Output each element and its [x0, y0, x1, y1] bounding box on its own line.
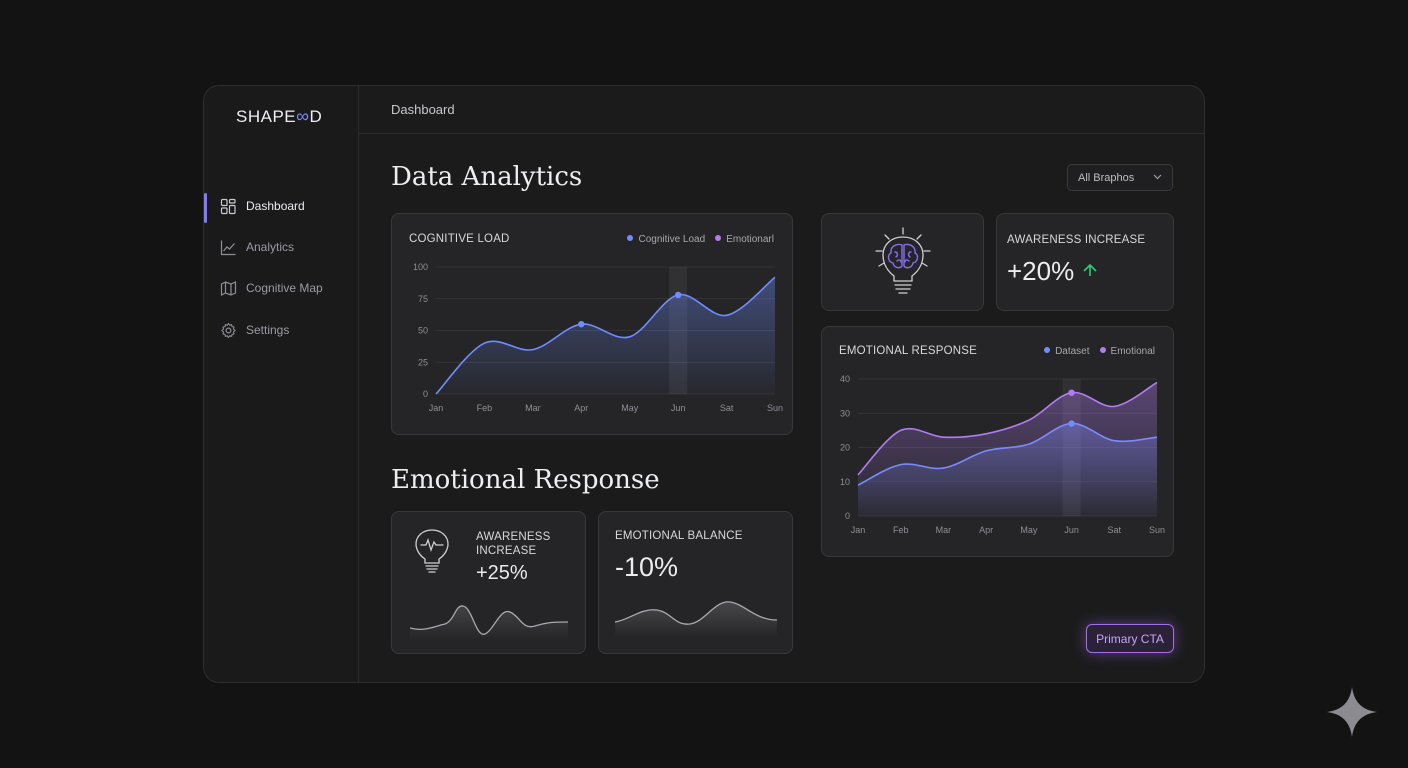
y-tick-label: 20: [840, 443, 850, 453]
x-tick-label: Jun: [1064, 525, 1079, 535]
x-tick-label: Jan: [429, 403, 444, 413]
lightbulb-pulse-icon: [415, 529, 449, 573]
y-tick-label: 0: [423, 389, 428, 399]
awareness-increase-card: AWARENESS INCREASE +20%: [996, 213, 1174, 311]
x-tick-label: Mar: [936, 525, 952, 535]
emotional-balance-value: -10%: [615, 552, 679, 582]
series-line: [857, 381, 1158, 476]
awareness-mini-card: AWARENESS INCREASE +25%: [391, 511, 586, 654]
sidebar: SHAPE∞D Dashboard Analytics: [204, 86, 359, 682]
data-point: [674, 291, 682, 299]
x-tick-label: Apr: [979, 525, 993, 535]
series-area: [436, 277, 775, 394]
cognitive-load-card: COGNITIVE LOAD Cognitive Load Emotionarl…: [391, 213, 793, 435]
y-tick-label: 75: [418, 294, 428, 304]
legend-item: Emotional: [1099, 346, 1155, 357]
legend-item: Cognitive Load: [627, 234, 705, 245]
logo-symbol: ∞: [296, 106, 310, 126]
emotional-response-card: EMOTIONAL RESPONSE Dataset Emotional 0 10…: [821, 326, 1174, 557]
section-title: Emotional Response: [391, 465, 660, 495]
legend-label: Emotionarl: [726, 234, 774, 245]
x-tick-label: Mar: [525, 403, 541, 413]
graph-filter-select[interactable]: All Braphos: [1067, 164, 1173, 191]
legend-item: Dataset: [1044, 346, 1090, 357]
x-tick-label: Apr: [574, 403, 588, 413]
dashboard-icon: [220, 198, 236, 215]
y-tick-label: 40: [840, 374, 850, 384]
sidebar-item-label: Analytics: [246, 240, 295, 254]
card-title: AWARENESS INCREASE: [1007, 234, 1146, 246]
gear-icon: [221, 322, 236, 339]
cognitive-load-chart: 0 25 50 75 100 Jan Feb Mar Apr May Jun Sat Sun: [413, 262, 783, 413]
y-tick-label: 30: [840, 408, 850, 418]
sidebar-item-dashboard[interactable]: Dashboard: [204, 190, 358, 223]
chart-legend: Dataset Emotional: [1044, 346, 1155, 357]
x-tick-label: Feb: [477, 403, 493, 413]
top-bar: Dashboard: [359, 86, 1204, 134]
active-indicator: [204, 193, 207, 223]
chart-legend: Cognitive Load Emotionarl: [627, 234, 774, 245]
card-title: EMOTIONAL RESPONSE: [839, 345, 978, 357]
awareness-sparkline: [410, 605, 569, 640]
brain-lightbulb-icon: [875, 227, 931, 294]
awareness-value: +20%: [1007, 256, 1075, 286]
x-tick-label: May: [621, 403, 639, 413]
chevron-down-icon: [1153, 174, 1162, 180]
x-tick-label: Feb: [893, 525, 909, 535]
x-tick-label: Jun: [671, 403, 686, 413]
trend-up-icon: [1083, 263, 1097, 276]
data-point: [578, 320, 585, 328]
y-tick-label: 100: [413, 262, 428, 272]
breadcrumb[interactable]: Dashboard: [391, 102, 455, 117]
x-tick-label: May: [1020, 525, 1038, 535]
x-tick-label: Sun: [767, 403, 783, 413]
legend-label: Emotional: [1110, 346, 1155, 357]
sidebar-item-analytics[interactable]: Analytics: [204, 231, 358, 263]
sparkle-icon: [1327, 687, 1377, 737]
series-line: [435, 276, 776, 395]
sidebar-item-cognitive-map[interactable]: Cognitive Map: [204, 272, 358, 304]
data-point: [1068, 389, 1075, 396]
y-tick-label: 10: [840, 477, 850, 487]
logo-prefix: SHAPE: [236, 107, 297, 126]
series-area: [858, 382, 1157, 516]
insight-icon-card: [821, 213, 984, 311]
legend-label: Cognitive Load: [638, 234, 706, 245]
sidebar-item-settings[interactable]: Settings: [204, 314, 358, 346]
x-tick-label: Sun: [1149, 525, 1165, 535]
x-tick-label: Sat: [1108, 525, 1122, 535]
data-point: [1068, 420, 1075, 427]
x-tick-label: Jan: [851, 525, 866, 535]
emotional-balance-sparkline: [615, 601, 778, 638]
primary-cta-button[interactable]: Primary CTA: [1086, 624, 1174, 653]
page-title: Data Analytics: [391, 162, 583, 192]
x-tick-label: Sat: [720, 403, 734, 413]
y-tick-label: 25: [418, 357, 428, 367]
legend-item: Emotionarl: [715, 234, 774, 245]
emotional-response-chart: 0 10 20 30 40 Jan Feb Mar Apr May Jun Sat Sun: [840, 374, 1165, 535]
app-window: SHAPE∞D Dashboard Analytics: [203, 85, 1205, 683]
sidebar-item-label: Settings: [246, 323, 290, 337]
card-title-line: AWARENESS: [476, 531, 551, 543]
card-title-line: INCREASE: [476, 545, 537, 557]
analytics-icon: [220, 240, 236, 256]
graph-filter-value: All Braphos: [1078, 172, 1135, 184]
y-tick-label: 0: [845, 511, 850, 521]
logo-suffix: D: [309, 107, 323, 126]
logo: SHAPE∞D: [236, 106, 322, 127]
sidebar-item-label: Dashboard: [246, 199, 305, 213]
sidebar-item-label: Cognitive Map: [246, 281, 323, 295]
card-title: AWARENESS INCREASE: [476, 530, 550, 558]
legend-label: Dataset: [1055, 346, 1090, 357]
card-title: COGNITIVE LOAD: [409, 233, 510, 245]
card-title: EMOTIONAL BALANCE: [615, 530, 743, 542]
y-tick-label: 50: [418, 326, 428, 336]
emotional-balance-card: EMOTIONAL BALANCE -10%: [598, 511, 793, 654]
map-icon: [220, 281, 237, 296]
awareness-mini-value: +25%: [476, 562, 528, 584]
